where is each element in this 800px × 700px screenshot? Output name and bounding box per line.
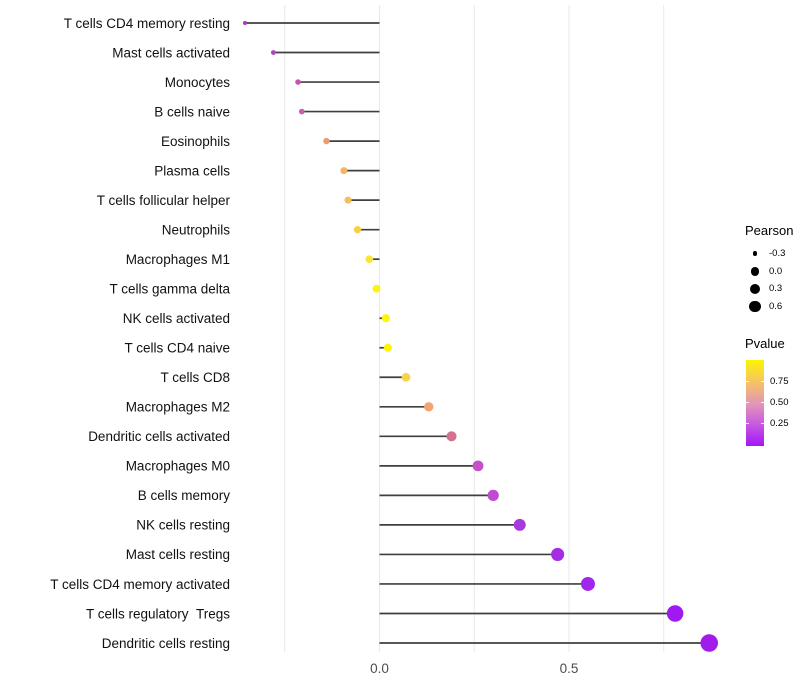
size-item-label: 0.0 xyxy=(769,265,783,277)
category-label: T cells CD4 memory activated xyxy=(50,577,230,592)
pearson-size-item: 0.6 xyxy=(744,298,800,316)
category-label: Macrophages M1 xyxy=(126,252,230,267)
lollipop-point xyxy=(487,489,499,502)
category-label: Eosinophils xyxy=(161,134,230,149)
pearson-size-item: 0.0 xyxy=(744,263,800,281)
pvalue-legend-title: Pvalue xyxy=(745,336,785,351)
category-label: Monocytes xyxy=(165,75,231,90)
gradient-tick-label: 0.75 xyxy=(770,376,789,387)
x-tick-label: 0.0 xyxy=(370,661,389,676)
category-label: Macrophages M2 xyxy=(126,400,230,415)
lollipop-point xyxy=(344,196,352,204)
legend: Pearson -0.3 0.0 0.3 0.6 Pvalue 0.75 0.50 0.2… xyxy=(744,223,800,446)
pvalue-gradient-wrap: 0.75 0.50 0.25 xyxy=(746,360,789,446)
lollipop-point xyxy=(298,108,305,115)
category-label: T cells follicular helper xyxy=(97,193,231,208)
gradient-tick xyxy=(746,402,749,403)
lollipop-point xyxy=(381,314,391,323)
pearson-size-item: -0.3 xyxy=(744,245,800,263)
size-dot-icon xyxy=(749,300,761,312)
gradient-tick-label: 0.50 xyxy=(770,397,789,408)
lollipop-point xyxy=(295,79,301,85)
category-label: Mast cells activated xyxy=(112,45,230,60)
category-label: Mast cells resting xyxy=(126,547,230,562)
x-tick-label: 0.5 xyxy=(560,661,579,676)
lollipop-point xyxy=(513,518,526,531)
size-dot-icon xyxy=(750,283,760,294)
size-dot-icon xyxy=(752,251,758,257)
lollipop-point xyxy=(323,137,330,145)
size-dot-box xyxy=(749,283,761,295)
lollipop-point xyxy=(666,605,684,622)
lollipop-point xyxy=(472,460,484,472)
size-dot-box xyxy=(749,265,761,277)
gradient-tick xyxy=(746,423,749,424)
pearson-size-item: 0.3 xyxy=(744,280,800,298)
category-label: T cells regulatory Tregs xyxy=(86,606,230,621)
lollipop-point xyxy=(424,402,434,412)
category-label: NK cells activated xyxy=(123,311,230,326)
lollipop-point xyxy=(700,634,718,652)
size-dot-box xyxy=(749,300,761,312)
gradient-tick xyxy=(761,423,764,424)
category-label: Dendritic cells activated xyxy=(88,429,230,444)
lollipop-point xyxy=(551,547,565,561)
lollipop-point xyxy=(340,167,348,175)
gradient-tick xyxy=(761,381,764,382)
lollipop-point xyxy=(580,576,595,591)
pearson-legend-title: Pearson xyxy=(745,223,794,238)
category-label: B cells naive xyxy=(154,104,230,119)
category-label: T cells CD8 xyxy=(160,370,230,385)
category-label: Neutrophils xyxy=(162,222,231,237)
lollipop-point xyxy=(401,372,411,382)
lollipop-point xyxy=(383,343,392,352)
lollipop-point xyxy=(353,226,362,234)
legend-pearson-size: Pearson -0.3 0.0 0.3 0.6 xyxy=(744,223,800,315)
legend-pvalue-color: Pvalue 0.75 0.50 0.25 xyxy=(744,336,800,446)
pvalue-gradient-bar xyxy=(746,360,764,446)
size-item-label: -0.3 xyxy=(769,248,786,260)
gradient-tick xyxy=(746,381,749,382)
gradient-tick xyxy=(761,402,764,403)
lollipop-point xyxy=(446,431,457,442)
size-dot-icon xyxy=(750,266,760,276)
lollipop-point xyxy=(270,50,276,55)
category-label: NK cells resting xyxy=(136,518,230,533)
category-label: Macrophages M0 xyxy=(126,459,230,474)
category-label: Dendritic cells resting xyxy=(102,636,230,651)
size-dot-box xyxy=(749,248,761,260)
category-label: T cells gamma delta xyxy=(109,282,230,297)
category-label: B cells memory xyxy=(138,488,231,503)
gradient-tick-label: 0.25 xyxy=(770,418,789,429)
size-item-label: 0.6 xyxy=(769,300,783,312)
category-label: T cells CD4 memory resting xyxy=(64,16,230,31)
category-label: T cells CD4 naive xyxy=(124,341,230,356)
size-item-label: 0.3 xyxy=(769,283,783,295)
pearson-size-items: -0.3 0.0 0.3 0.6 xyxy=(744,245,800,315)
lollipop-point xyxy=(365,255,374,264)
lollipop-point xyxy=(242,20,247,26)
category-label: Plasma cells xyxy=(154,163,230,178)
lollipop-point xyxy=(372,284,381,293)
